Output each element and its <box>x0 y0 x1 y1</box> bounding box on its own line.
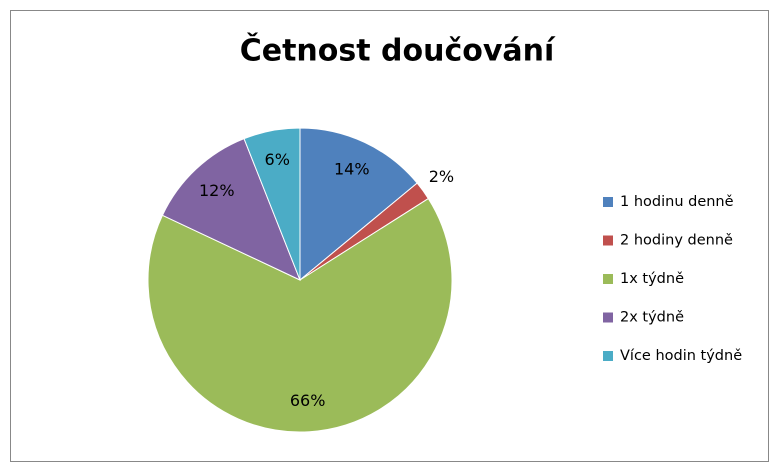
pie-slice <box>299 127 418 282</box>
legend-swatch <box>603 235 613 246</box>
legend-label: 1x týdně <box>620 271 684 287</box>
data-label: 12% <box>199 181 235 200</box>
pie-slice <box>161 138 301 281</box>
data-label: 2% <box>429 167 454 186</box>
pie-slice <box>147 197 453 433</box>
data-label: 14% <box>334 159 370 178</box>
legend-swatch <box>603 312 613 323</box>
legend-swatch <box>603 274 613 284</box>
data-label: 66% <box>290 391 326 410</box>
pie-slice <box>243 127 301 281</box>
chart-title: Četnost doučování <box>240 32 556 69</box>
legend-label: 1 hodinu denně <box>620 194 734 210</box>
data-label: 6% <box>265 150 290 169</box>
legend-swatch <box>603 197 613 207</box>
legend-label: Více hodin týdně <box>620 348 742 364</box>
legend-swatch <box>603 351 613 361</box>
legend-label: 2x týdně <box>620 310 684 326</box>
legend-label: 2 hodiny denně <box>620 233 733 249</box>
